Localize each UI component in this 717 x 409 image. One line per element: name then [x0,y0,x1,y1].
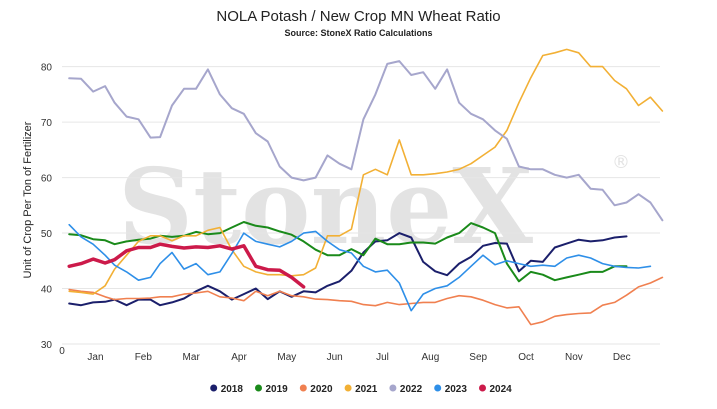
series-line-2021 [68,48,664,295]
grid [62,66,660,345]
y-tick-label: 50 [41,229,53,240]
legend-label-2024: 2024 [490,384,513,395]
x-tick-label: Mar [183,352,201,363]
legend-label-2021: 2021 [355,384,378,395]
legend: 2018 2019 2020 2021 2022 2023 2024 [210,384,512,395]
x-tick-label: Jun [327,352,343,363]
legend-label-2023: 2023 [445,384,468,395]
legend-marker-2023 [434,384,442,392]
legend-marker-2018 [210,384,218,392]
series-line-2018 [68,232,628,307]
legend-marker-2019 [255,384,262,392]
y-tick-label: 40 [41,285,53,296]
x-tick-label: Aug [421,352,439,363]
series-lines [67,48,664,326]
y-axis-ticks: 30 40 50 60 70 80 [41,63,53,351]
x-tick-label: Dec [613,352,631,363]
x-axis-ticks: 0 Jan Feb Mar Apr May Jun Jul Aug Sep Oct Nov Dec [59,346,630,363]
y-tick-label: 30 [41,340,53,351]
y-tick-label: 70 [41,118,53,129]
x-tick-label: Sep [469,352,487,363]
chart-subtitle: Source: StoneX Ratio Calculations [284,28,433,38]
legend-label-2020: 2020 [310,384,333,395]
y-tick-label: 80 [41,63,53,74]
legend-label-2019: 2019 [266,384,289,395]
legend-label-2022: 2022 [400,384,423,395]
legend-marker-2020 [299,384,307,392]
legend-marker-2022 [389,384,397,392]
x-tick-label: May [277,352,296,363]
series-line-2020 [68,276,664,326]
watermark-registered-mark: ® [612,152,630,173]
series-line-2022 [68,60,664,222]
legend-marker-2024 [479,384,486,392]
x-tick-label: Nov [565,352,583,363]
legend-label-2018: 2018 [221,384,244,395]
legend-marker-2021 [344,384,352,392]
x-origin-label: 0 [59,346,65,357]
x-tick-label: Apr [231,352,247,363]
chart-title: NOLA Potash / New Crop MN Wheat Ratio [216,8,501,25]
y-tick-label: 60 [41,174,53,185]
x-tick-label: Jan [87,352,103,363]
x-tick-label: Jul [376,352,389,363]
y-axis-label: Unit of Crop Per Ton of Fertilizer [22,121,34,278]
series-line-2023 [68,223,652,312]
x-tick-label: Oct [518,352,534,363]
series-line-2024 [67,242,306,289]
x-tick-label: Feb [135,352,153,363]
